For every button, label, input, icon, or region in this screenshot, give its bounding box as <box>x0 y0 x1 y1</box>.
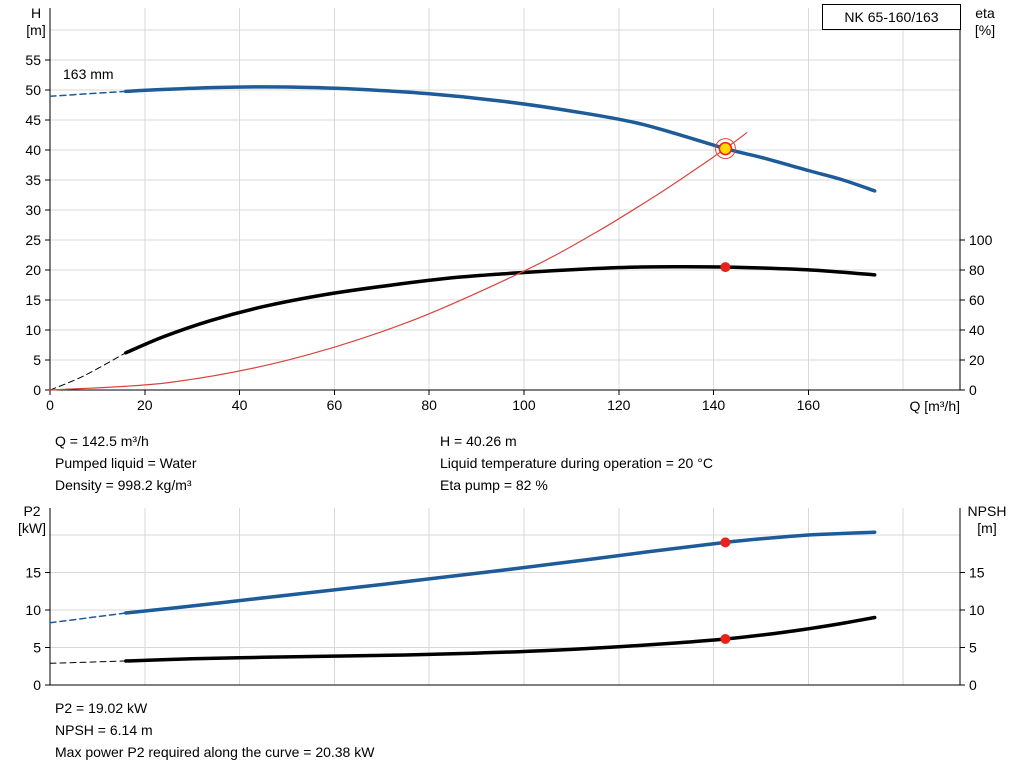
p2-curve <box>124 530 877 615</box>
svg-text:80: 80 <box>421 397 437 413</box>
head-curve <box>124 85 877 193</box>
h-axis-title: H [m] <box>26 5 46 38</box>
chart-hq: 0 5 10 15 20 25 30 35 40 45 50 55 0 20 40 60 80 100 0 20 40 6… <box>25 8 993 413</box>
liquid-temp-text: Liquid temperature during operation = 20… <box>440 455 713 471</box>
svg-text:60: 60 <box>327 397 343 413</box>
svg-text:50: 50 <box>25 82 41 98</box>
max-power-result-text: Max power P2 required along the curve = … <box>55 744 375 760</box>
svg-text:30: 30 <box>25 202 41 218</box>
svg-text:0: 0 <box>969 382 977 398</box>
efficiency-curve <box>124 265 877 355</box>
svg-text:20: 20 <box>969 352 985 368</box>
p2-result-text: P2 = 19.02 kW <box>55 700 148 716</box>
svg-text:160: 160 <box>797 397 821 413</box>
grid-hq <box>50 8 960 390</box>
duty-point-marker[interactable] <box>718 141 733 156</box>
svg-text:5: 5 <box>969 640 977 656</box>
svg-text:40: 40 <box>969 322 985 338</box>
svg-text:10: 10 <box>25 322 41 338</box>
head-curve-extension <box>49 90 127 97</box>
p2-axis-title: P2 [kW] <box>18 503 46 536</box>
eta-axis-title: eta [%] <box>974 5 996 38</box>
svg-text:120: 120 <box>607 397 631 413</box>
chart-p2-npsh: 0 5 10 15 0 5 10 15 <box>25 508 985 694</box>
axes-p2-npsh <box>49 508 961 686</box>
duty-flow-text: Q = 142.5 m³/h <box>55 433 149 449</box>
impeller-diameter-label: 163 mm <box>63 66 114 82</box>
eta-pump-text: Eta pump = 82 % <box>440 477 548 493</box>
system-curve <box>49 132 748 391</box>
svg-text:20: 20 <box>25 262 41 278</box>
svg-text:0: 0 <box>969 677 977 693</box>
npsh-curve-extension <box>49 660 127 664</box>
duty-head-text: H = 40.26 m <box>440 433 517 449</box>
p2-point-marker <box>720 537 731 548</box>
pumped-liquid-text: Pumped liquid = Water <box>55 455 197 471</box>
svg-text:40: 40 <box>25 142 41 158</box>
npsh-curve <box>124 615 877 663</box>
duty-point-ring <box>714 138 736 160</box>
svg-text:5: 5 <box>33 352 41 368</box>
pump-model-label: NK 65-160/163 <box>822 4 961 30</box>
svg-text:25: 25 <box>25 232 41 248</box>
svg-text:10: 10 <box>969 602 985 618</box>
svg-text:15: 15 <box>25 292 41 308</box>
svg-text:55: 55 <box>25 52 41 68</box>
tick-labels-hq: 0 5 10 15 20 25 30 35 40 45 50 55 0 20 40 60 80 100 0 20 40 6… <box>25 52 992 413</box>
efficiency-curve-extension <box>49 352 127 391</box>
svg-text:10: 10 <box>25 602 41 618</box>
svg-text:15: 15 <box>969 565 985 581</box>
svg-text:5: 5 <box>33 640 41 656</box>
tick-labels-p2-npsh: 0 5 10 15 0 5 10 15 <box>25 565 984 694</box>
svg-text:20: 20 <box>137 397 153 413</box>
npsh-result-text: NPSH = 6.14 m <box>55 722 153 738</box>
svg-text:35: 35 <box>25 172 41 188</box>
density-text: Density = 998.2 kg/m³ <box>55 477 192 493</box>
svg-text:40: 40 <box>232 397 248 413</box>
svg-text:140: 140 <box>702 397 726 413</box>
q-axis-title: Q [m³/h] <box>909 398 960 414</box>
p2-curve-extension <box>49 612 127 624</box>
svg-text:80: 80 <box>969 262 985 278</box>
npsh-axis-title: NPSH [m] <box>967 503 1007 536</box>
svg-text:15: 15 <box>25 565 41 581</box>
svg-text:60: 60 <box>969 292 985 308</box>
axes-hq <box>49 8 961 391</box>
svg-text:45: 45 <box>25 112 41 128</box>
svg-text:0: 0 <box>33 382 41 398</box>
svg-text:0: 0 <box>46 397 54 413</box>
svg-text:0: 0 <box>33 677 41 693</box>
efficiency-point-marker <box>720 262 731 273</box>
svg-text:100: 100 <box>969 232 993 248</box>
npsh-point-marker <box>720 633 731 644</box>
svg-text:100: 100 <box>512 397 536 413</box>
